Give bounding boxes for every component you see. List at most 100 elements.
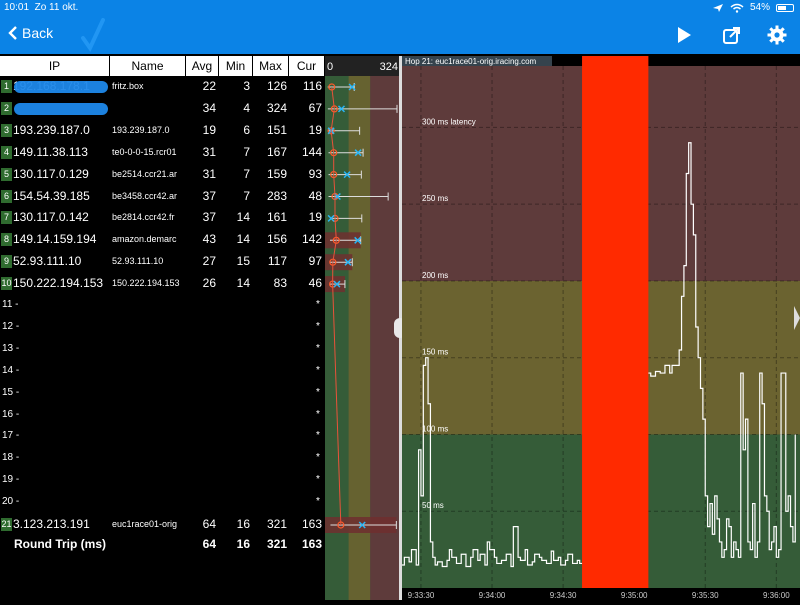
x-axis-band (402, 588, 800, 600)
table-row-empty: 15 - * (0, 383, 325, 405)
hop-cur: 142 (289, 232, 322, 246)
location-icon (712, 3, 724, 13)
hop-avg: 31 (186, 167, 216, 181)
hop-avg: 31 (186, 145, 216, 159)
table-row[interactable]: 7 130.117.0.142 be2814.ccr42.fr 37 14 161 19 (0, 207, 325, 229)
hop-name: be2514.ccr21.ar (112, 169, 186, 179)
status-time: 10:01 (4, 2, 29, 13)
chart-title: Hop 21: euc1race01-orig.iracing.com (405, 57, 537, 66)
hop-number: 13 - (2, 343, 19, 354)
checkmark-annotation-icon (80, 18, 106, 52)
hop-marker: * (316, 430, 320, 441)
header-min[interactable]: Min (219, 56, 253, 76)
hop-number: 18 - (2, 452, 19, 463)
table-row-empty: 12 - * (0, 317, 325, 339)
hop-marker: * (316, 343, 320, 354)
hop-avg: 19 (186, 123, 216, 137)
hop-cur: 97 (289, 254, 322, 268)
hop-number: 9 (1, 255, 12, 268)
hop-marker: * (316, 387, 320, 398)
status-date: Zo 11 okt. (35, 2, 79, 13)
hop-avg: 64 (186, 517, 216, 531)
table-row[interactable]: 8 149.14.159.194 amazon.demarc 43 14 156 142 (0, 229, 325, 251)
round-trip-min: 16 (219, 537, 250, 551)
hop-max: 117 (253, 254, 287, 268)
battery-percent: 54% (750, 2, 770, 13)
share-button[interactable] (721, 24, 743, 46)
hop-cur: 19 (289, 123, 322, 137)
hop-avg: 22 (186, 79, 216, 93)
hop-name: euc1race01-orig (112, 519, 186, 529)
hop-avg: 27 (186, 254, 216, 268)
wifi-icon (730, 3, 744, 13)
hop-marker: * (316, 452, 320, 463)
table-row[interactable]: 4 149.11.38.113 te0-0-0-15.rcr01 31 7 167 144 (0, 142, 325, 164)
table-row[interactable]: 10 150.222.194.153 150.222.194.153 26 14 83 46 (0, 273, 325, 295)
hop-number: 21 (1, 518, 12, 531)
hop-max: 161 (253, 210, 287, 224)
hop-number: 2 (1, 102, 12, 115)
table-row[interactable]: 9 52.93.111.10 52.93.111.10 27 15 117 97 (0, 251, 325, 273)
hop-marker: * (316, 321, 320, 332)
header-avg[interactable]: Avg (186, 56, 219, 76)
table-row-empty: 13 - * (0, 339, 325, 361)
table-row[interactable]: 21 3.123.213.191 euc1race01-orig 64 16 321 163 (0, 514, 325, 536)
hop-min: 7 (219, 189, 250, 203)
hop-min: 15 (219, 254, 250, 268)
hop-cur: 67 (289, 101, 322, 115)
hop-number: 5 (1, 168, 12, 181)
hop-avg: 37 (186, 210, 216, 224)
settings-button[interactable] (766, 24, 788, 46)
hop-marker: * (316, 365, 320, 376)
hop-ip: 154.54.39.185 (13, 189, 110, 203)
latency-chart[interactable]: Hop 21: euc1race01-orig.iracing.com 300 m… (402, 56, 800, 600)
table-row[interactable]: 6 154.54.39.185 be3458.ccr42.ar 37 7 283 48 (0, 186, 325, 208)
x-tick-label-bottom: 9:34:30 (550, 591, 577, 600)
header-cur[interactable]: Cur (289, 56, 325, 76)
hop-cur: 93 (289, 167, 322, 181)
table-row-empty: 18 - * (0, 448, 325, 470)
hop-min: 16 (219, 517, 250, 531)
gear-icon (767, 25, 787, 45)
back-label: Back (22, 25, 53, 41)
header-name[interactable]: Name (110, 56, 186, 76)
chevron-left-icon (8, 25, 18, 41)
hop-max: 126 (253, 79, 287, 93)
x-tick-label-bottom: 9:33:30 (408, 591, 435, 600)
table-row[interactable]: 2 34 4 324 67 (0, 98, 325, 120)
play-button[interactable] (673, 24, 695, 46)
status-bar: 10:01 Zo 11 okt. 54% (0, 0, 800, 16)
hop-max: 283 (253, 189, 287, 203)
table-row-empty: 20 - * (0, 492, 325, 514)
battery-icon (776, 4, 794, 12)
header-ip[interactable]: IP (0, 56, 110, 76)
hop-number: 4 (1, 146, 12, 159)
hop-cur: 46 (289, 276, 322, 290)
table-row[interactable]: 5 130.117.0.129 be2514.ccr21.ar 31 7 159 93 (0, 164, 325, 186)
header-max[interactable]: Max (253, 56, 289, 76)
hop-number: 7 (1, 211, 12, 224)
table-row[interactable]: 3 193.239.187.0 193.239.187.0 19 6 151 19 (0, 120, 325, 142)
hop-table: IP Name Avg Min Max Cur 1192.168.178.1fr… (0, 56, 325, 600)
y-tick-label: 250 ms (422, 194, 448, 203)
back-button[interactable]: Back (8, 25, 53, 41)
mini-chart-svg: 0 324 (325, 56, 400, 600)
x-tick-label-bottom: 9:34:00 (479, 591, 506, 600)
round-trip-cur: 163 (289, 537, 322, 551)
hop-max: 83 (253, 276, 287, 290)
mini-scale-min: 0 (327, 61, 333, 73)
status-time-date: 10:01 Zo 11 okt. (4, 2, 78, 13)
hop-number: 20 - (2, 496, 19, 507)
hop-number: 1 (1, 80, 12, 93)
hop-cur: 48 (289, 189, 322, 203)
hop-max: 156 (253, 232, 287, 246)
hop-min: 14 (219, 276, 250, 290)
hop-ip: 149.11.38.113 (13, 145, 110, 159)
hop-min: 3 (219, 79, 250, 93)
hop-ip: 130.117.0.129 (13, 167, 110, 181)
hop-number: 14 - (2, 365, 19, 376)
hop-name: amazon.demarc (112, 234, 186, 244)
hop-number: 19 - (2, 474, 19, 485)
hop-name: 193.239.187.0 (112, 125, 186, 135)
